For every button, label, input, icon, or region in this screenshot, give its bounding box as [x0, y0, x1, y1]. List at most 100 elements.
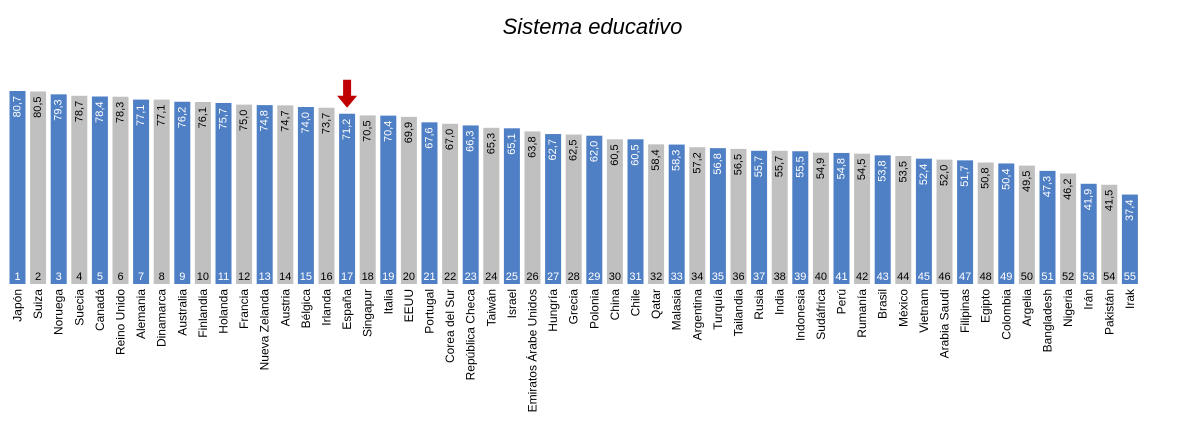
bar: [668, 144, 685, 284]
category-tick-label: Irlanda: [320, 289, 334, 326]
rank-label: 49: [1000, 271, 1012, 283]
bar: [915, 158, 932, 284]
data-label: 46,2: [1062, 179, 1074, 200]
rank-label: 45: [918, 271, 930, 283]
data-label: 53,8: [877, 160, 889, 181]
bar: [730, 148, 747, 284]
category-tick-label: Dinamarca: [155, 289, 169, 347]
data-label: 41,5: [1103, 190, 1115, 211]
bar: [565, 134, 582, 284]
bar: [957, 160, 974, 284]
rank-label: 27: [547, 271, 559, 283]
rank-label: 12: [238, 271, 250, 283]
rank-label: 36: [732, 271, 744, 283]
category-tick-label: Japón: [11, 289, 25, 322]
rank-label: 6: [117, 271, 123, 283]
rank-label: 13: [259, 271, 271, 283]
data-label: 51,7: [959, 165, 971, 186]
bar: [462, 125, 479, 284]
bar: [1080, 183, 1097, 284]
category-tick-label: Brasil: [876, 289, 890, 319]
rank-label: 50: [1021, 271, 1033, 283]
data-label: 65,1: [506, 133, 518, 154]
category-tick-label: India: [773, 289, 787, 315]
data-label: 78,3: [115, 102, 127, 123]
rank-label: 48: [980, 271, 992, 283]
data-label: 63,8: [527, 136, 539, 157]
bar: [751, 150, 768, 284]
category-tick-label: Colombia: [999, 289, 1013, 340]
data-label: 62,0: [588, 141, 600, 162]
bar: [174, 101, 191, 284]
data-label: 74,8: [259, 110, 271, 131]
category-tick-label: Perú: [835, 289, 849, 314]
bar: [709, 148, 726, 284]
category-tick-label: Qatar: [649, 289, 663, 319]
category-tick-label: Taiwán: [484, 289, 498, 326]
category-tick-label: Argentina: [690, 289, 704, 341]
data-label: 75,7: [218, 108, 230, 129]
rank-label: 55: [1124, 271, 1136, 283]
data-label: 76,1: [197, 107, 209, 128]
data-label: 52,0: [939, 165, 951, 186]
bar: [236, 104, 253, 284]
bar: [297, 107, 314, 284]
data-label: 37,4: [1124, 200, 1136, 221]
rank-label: 24: [485, 271, 497, 283]
rank-label: 19: [382, 271, 394, 283]
rank-label: 7: [138, 271, 144, 283]
rank-label: 30: [609, 271, 621, 283]
data-label: 56,5: [733, 154, 745, 175]
data-label: 55,5: [794, 156, 806, 177]
rank-label: 39: [794, 271, 806, 283]
category-tick-label: Tailandia: [732, 289, 746, 337]
data-label: 62,5: [568, 140, 580, 161]
bar: [9, 91, 26, 284]
category-tick-label: Reino Unido: [114, 289, 128, 355]
bar: [50, 94, 67, 284]
bar: [339, 113, 356, 285]
data-label: 55,7: [753, 156, 765, 177]
data-label: 56,8: [712, 153, 724, 174]
rank-label: 14: [279, 271, 291, 283]
rank-label: 28: [568, 271, 580, 283]
data-label: 66,3: [465, 130, 477, 151]
bar: [133, 99, 150, 284]
category-tick-label: Francia: [237, 289, 251, 329]
category-tick-label: Austria: [278, 289, 292, 327]
bar: [874, 155, 891, 284]
rank-label: 1: [14, 271, 20, 283]
data-label: 49,5: [1021, 171, 1033, 192]
bar: [545, 134, 562, 284]
data-label: 55,7: [774, 156, 786, 177]
highlight-arrow-icon: [337, 79, 358, 108]
category-tick-label: Vietnam: [917, 289, 931, 333]
rank-label: 25: [506, 271, 518, 283]
data-label: 79,3: [53, 99, 65, 120]
bar: [91, 96, 108, 285]
rank-label: 44: [897, 271, 909, 283]
rank-label: 54: [1103, 271, 1115, 283]
category-tick-label: Polonia: [587, 289, 601, 329]
data-label: 78,4: [94, 102, 106, 123]
rank-label: 2: [35, 271, 41, 283]
rank-label: 23: [465, 271, 477, 283]
rank-label: 4: [76, 271, 82, 283]
category-tick-label: Turquía: [711, 289, 725, 330]
category-tick-label: Arabia Saudí: [938, 288, 952, 358]
bar: [421, 122, 438, 284]
rank-label: 9: [179, 271, 185, 283]
data-label: 67,6: [424, 127, 436, 148]
data-label: 58,4: [650, 149, 662, 170]
data-label: 54,5: [856, 159, 868, 180]
bar: [503, 128, 520, 284]
rank-label: 26: [526, 271, 538, 283]
bar: [256, 105, 273, 284]
rank-label: 40: [815, 271, 827, 283]
category-tick-label: Singapur: [361, 289, 375, 337]
category-tick-label: Holanda: [217, 289, 231, 334]
category-tick-label: Canadá: [93, 289, 107, 331]
bar: [606, 139, 623, 284]
bar: [627, 139, 644, 284]
data-label: 76,2: [176, 107, 188, 128]
